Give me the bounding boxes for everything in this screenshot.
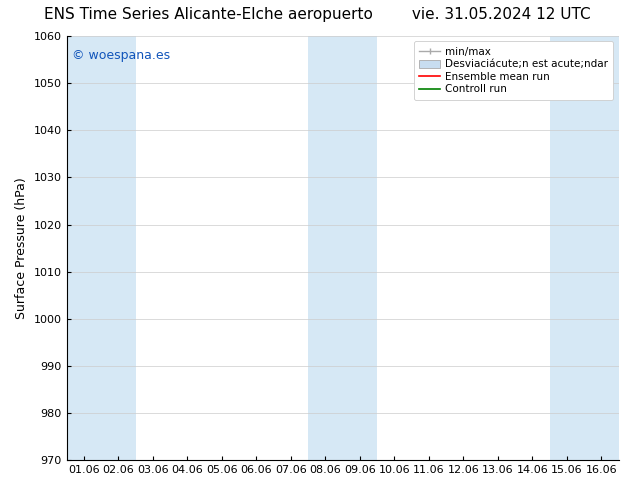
Bar <box>67 36 136 460</box>
Bar <box>308 36 377 460</box>
Y-axis label: Surface Pressure (hPa): Surface Pressure (hPa) <box>15 177 28 319</box>
Bar <box>550 36 619 460</box>
Text: © woespana.es: © woespana.es <box>72 49 170 62</box>
Legend: min/max, Desviaciácute;n est acute;ndar, Ensemble mean run, Controll run: min/max, Desviaciácute;n est acute;ndar,… <box>414 41 613 99</box>
Text: ENS Time Series Alicante-Elche aeropuerto        vie. 31.05.2024 12 UTC: ENS Time Series Alicante-Elche aeropuert… <box>44 7 590 23</box>
